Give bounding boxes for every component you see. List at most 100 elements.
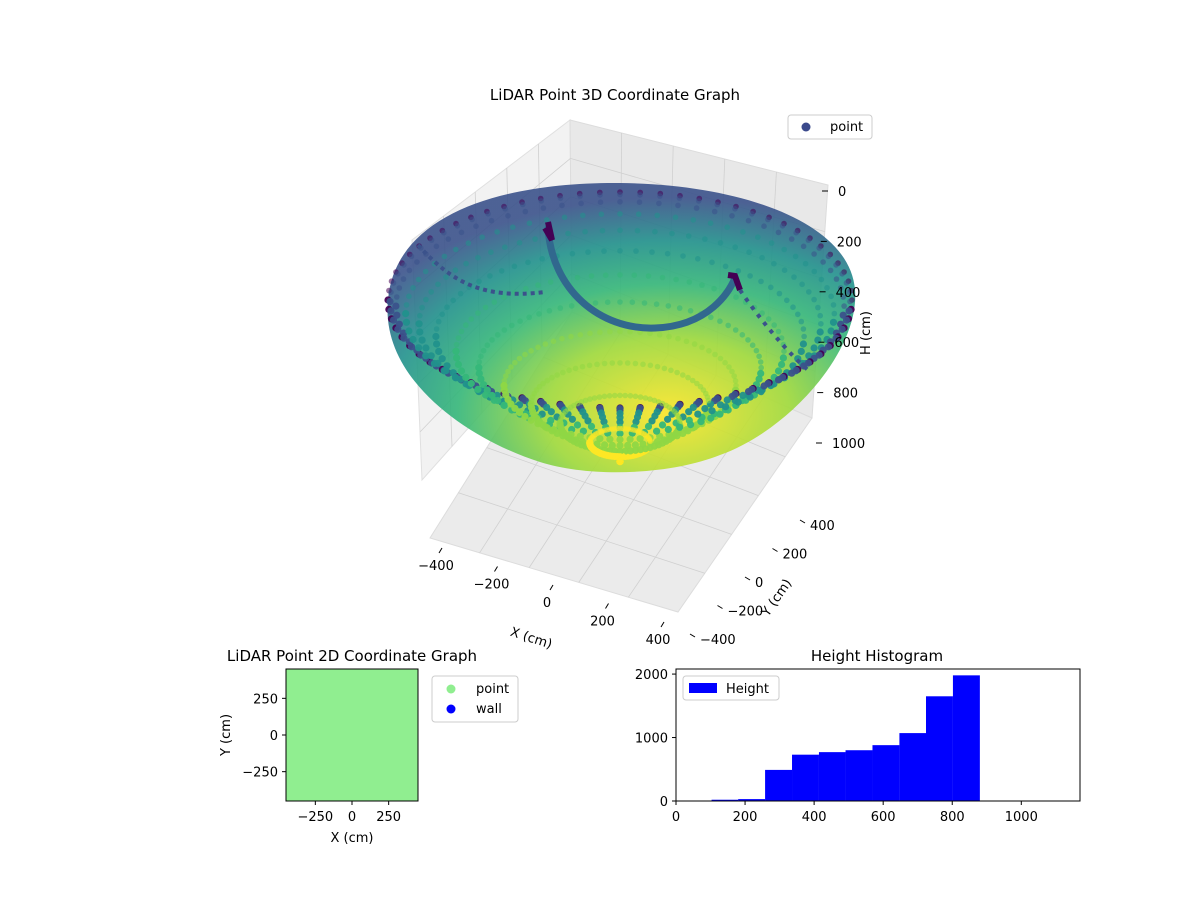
lidar-point (500, 381, 508, 390)
lidar-point (632, 360, 639, 367)
plot-2d-ticks: −250 0 250 −250 0 250 (242, 692, 401, 825)
z-tick-label: 800 (833, 387, 858, 402)
lidar-point (457, 367, 466, 375)
lidar-point (480, 347, 487, 354)
lidar-arc-right (738, 288, 810, 372)
lidar-point (691, 341, 698, 347)
legend-3d: point (787, 114, 873, 140)
lidar-point (501, 327, 508, 333)
lidar-point (616, 429, 624, 438)
lidar-point (574, 274, 581, 281)
lidar-point (483, 386, 491, 394)
lidar-point (806, 289, 812, 295)
lidar-point (632, 418, 640, 426)
lidar-arc-peak-left (542, 221, 555, 242)
lidar-point (512, 359, 518, 366)
lidar-point (801, 333, 807, 340)
lidar-point (617, 299, 623, 305)
lidar-point (441, 229, 447, 236)
lidar-point (627, 393, 634, 399)
lidar-point (478, 353, 484, 360)
lidar-point (711, 208, 718, 215)
lidar-point (637, 192, 643, 198)
x-tick-mark (660, 621, 665, 628)
lidar-point (685, 233, 692, 239)
lidar-point (520, 201, 526, 208)
lidar-point (511, 263, 518, 270)
lidar-point (543, 403, 551, 411)
x-tick-label: −400 (418, 559, 454, 574)
histogram: Height Histogram 0 200 400 600 800 1000 0 1000 2… (635, 647, 1081, 825)
lidar-point (811, 296, 817, 303)
y-tick-mark (744, 576, 751, 581)
lidar-point (415, 276, 422, 283)
y-tick-mark (772, 548, 778, 552)
lidar-point (695, 198, 702, 204)
lidar-point (505, 213, 511, 219)
lidar-point (549, 374, 555, 381)
plot-2d: LiDAR Point 2D Coordinate Graph −250 0 250… (219, 647, 519, 846)
lidar-point (828, 293, 834, 300)
histogram-bar (792, 754, 819, 801)
x-tick-label: 400 (646, 633, 671, 648)
lidar-point (550, 338, 557, 345)
lidar-point (477, 375, 485, 383)
lidar-point (602, 272, 609, 279)
lidar-point (419, 304, 425, 311)
lidar-point (669, 230, 675, 237)
lidar-point (685, 416, 693, 424)
lidar-point (791, 274, 797, 280)
lidar-point (423, 296, 429, 303)
lidar-point (392, 302, 400, 310)
lidar-point (652, 228, 658, 235)
lidar-point (395, 271, 401, 277)
lidar-point (410, 285, 416, 291)
lidar-point (394, 294, 400, 300)
histogram-xtick-label: 800 (940, 810, 965, 825)
y-tick-mark (689, 633, 696, 638)
lidar-point (546, 308, 553, 314)
lidar-point (739, 391, 747, 399)
lidar-point (409, 335, 417, 344)
histogram-ticks: 0 200 400 600 800 1000 0 1000 2000 (635, 668, 1038, 825)
lidar-point (761, 223, 767, 229)
lidar-point (505, 368, 511, 375)
histogram-legend-swatch (689, 683, 717, 693)
lidar-point (722, 359, 728, 366)
lidar-point (827, 327, 835, 335)
lidar-point (494, 332, 501, 338)
lidar-point (829, 318, 838, 326)
lidar-point (732, 378, 739, 384)
histogram-xtick-label: 600 (871, 810, 896, 825)
z-axis-label: H (cm) (859, 311, 874, 355)
lidar-point (816, 328, 824, 336)
histogram-ytick-label: 2000 (635, 668, 668, 683)
lidar-point (693, 205, 700, 211)
lidar-point (729, 368, 735, 375)
lidar-point (653, 427, 661, 435)
lidar-point (755, 375, 763, 383)
lidar-point (617, 392, 623, 399)
histogram-bar (765, 769, 793, 801)
lidar-point (487, 273, 493, 279)
lidar-point (441, 253, 448, 260)
lidar-point (536, 383, 543, 390)
lidar-point (649, 249, 655, 255)
lidar-point (622, 392, 628, 399)
lidar-point (624, 441, 632, 449)
lidar-point (606, 393, 613, 399)
lidar-point (601, 393, 608, 400)
lidar-point (479, 234, 486, 240)
histogram-frame (675, 668, 1081, 802)
z-tick-label: 400 (836, 286, 861, 301)
lidar-point (712, 351, 718, 358)
lidar-point (609, 360, 616, 366)
lidar-point (405, 327, 413, 335)
lidar-point (422, 268, 429, 275)
lidar-point (597, 192, 603, 198)
y-tick-label: −400 (700, 633, 736, 648)
x-axis-label: X (cm) (508, 625, 554, 653)
lidar-point (747, 273, 753, 279)
lidar-point (476, 278, 482, 285)
lidar-point (639, 440, 647, 448)
